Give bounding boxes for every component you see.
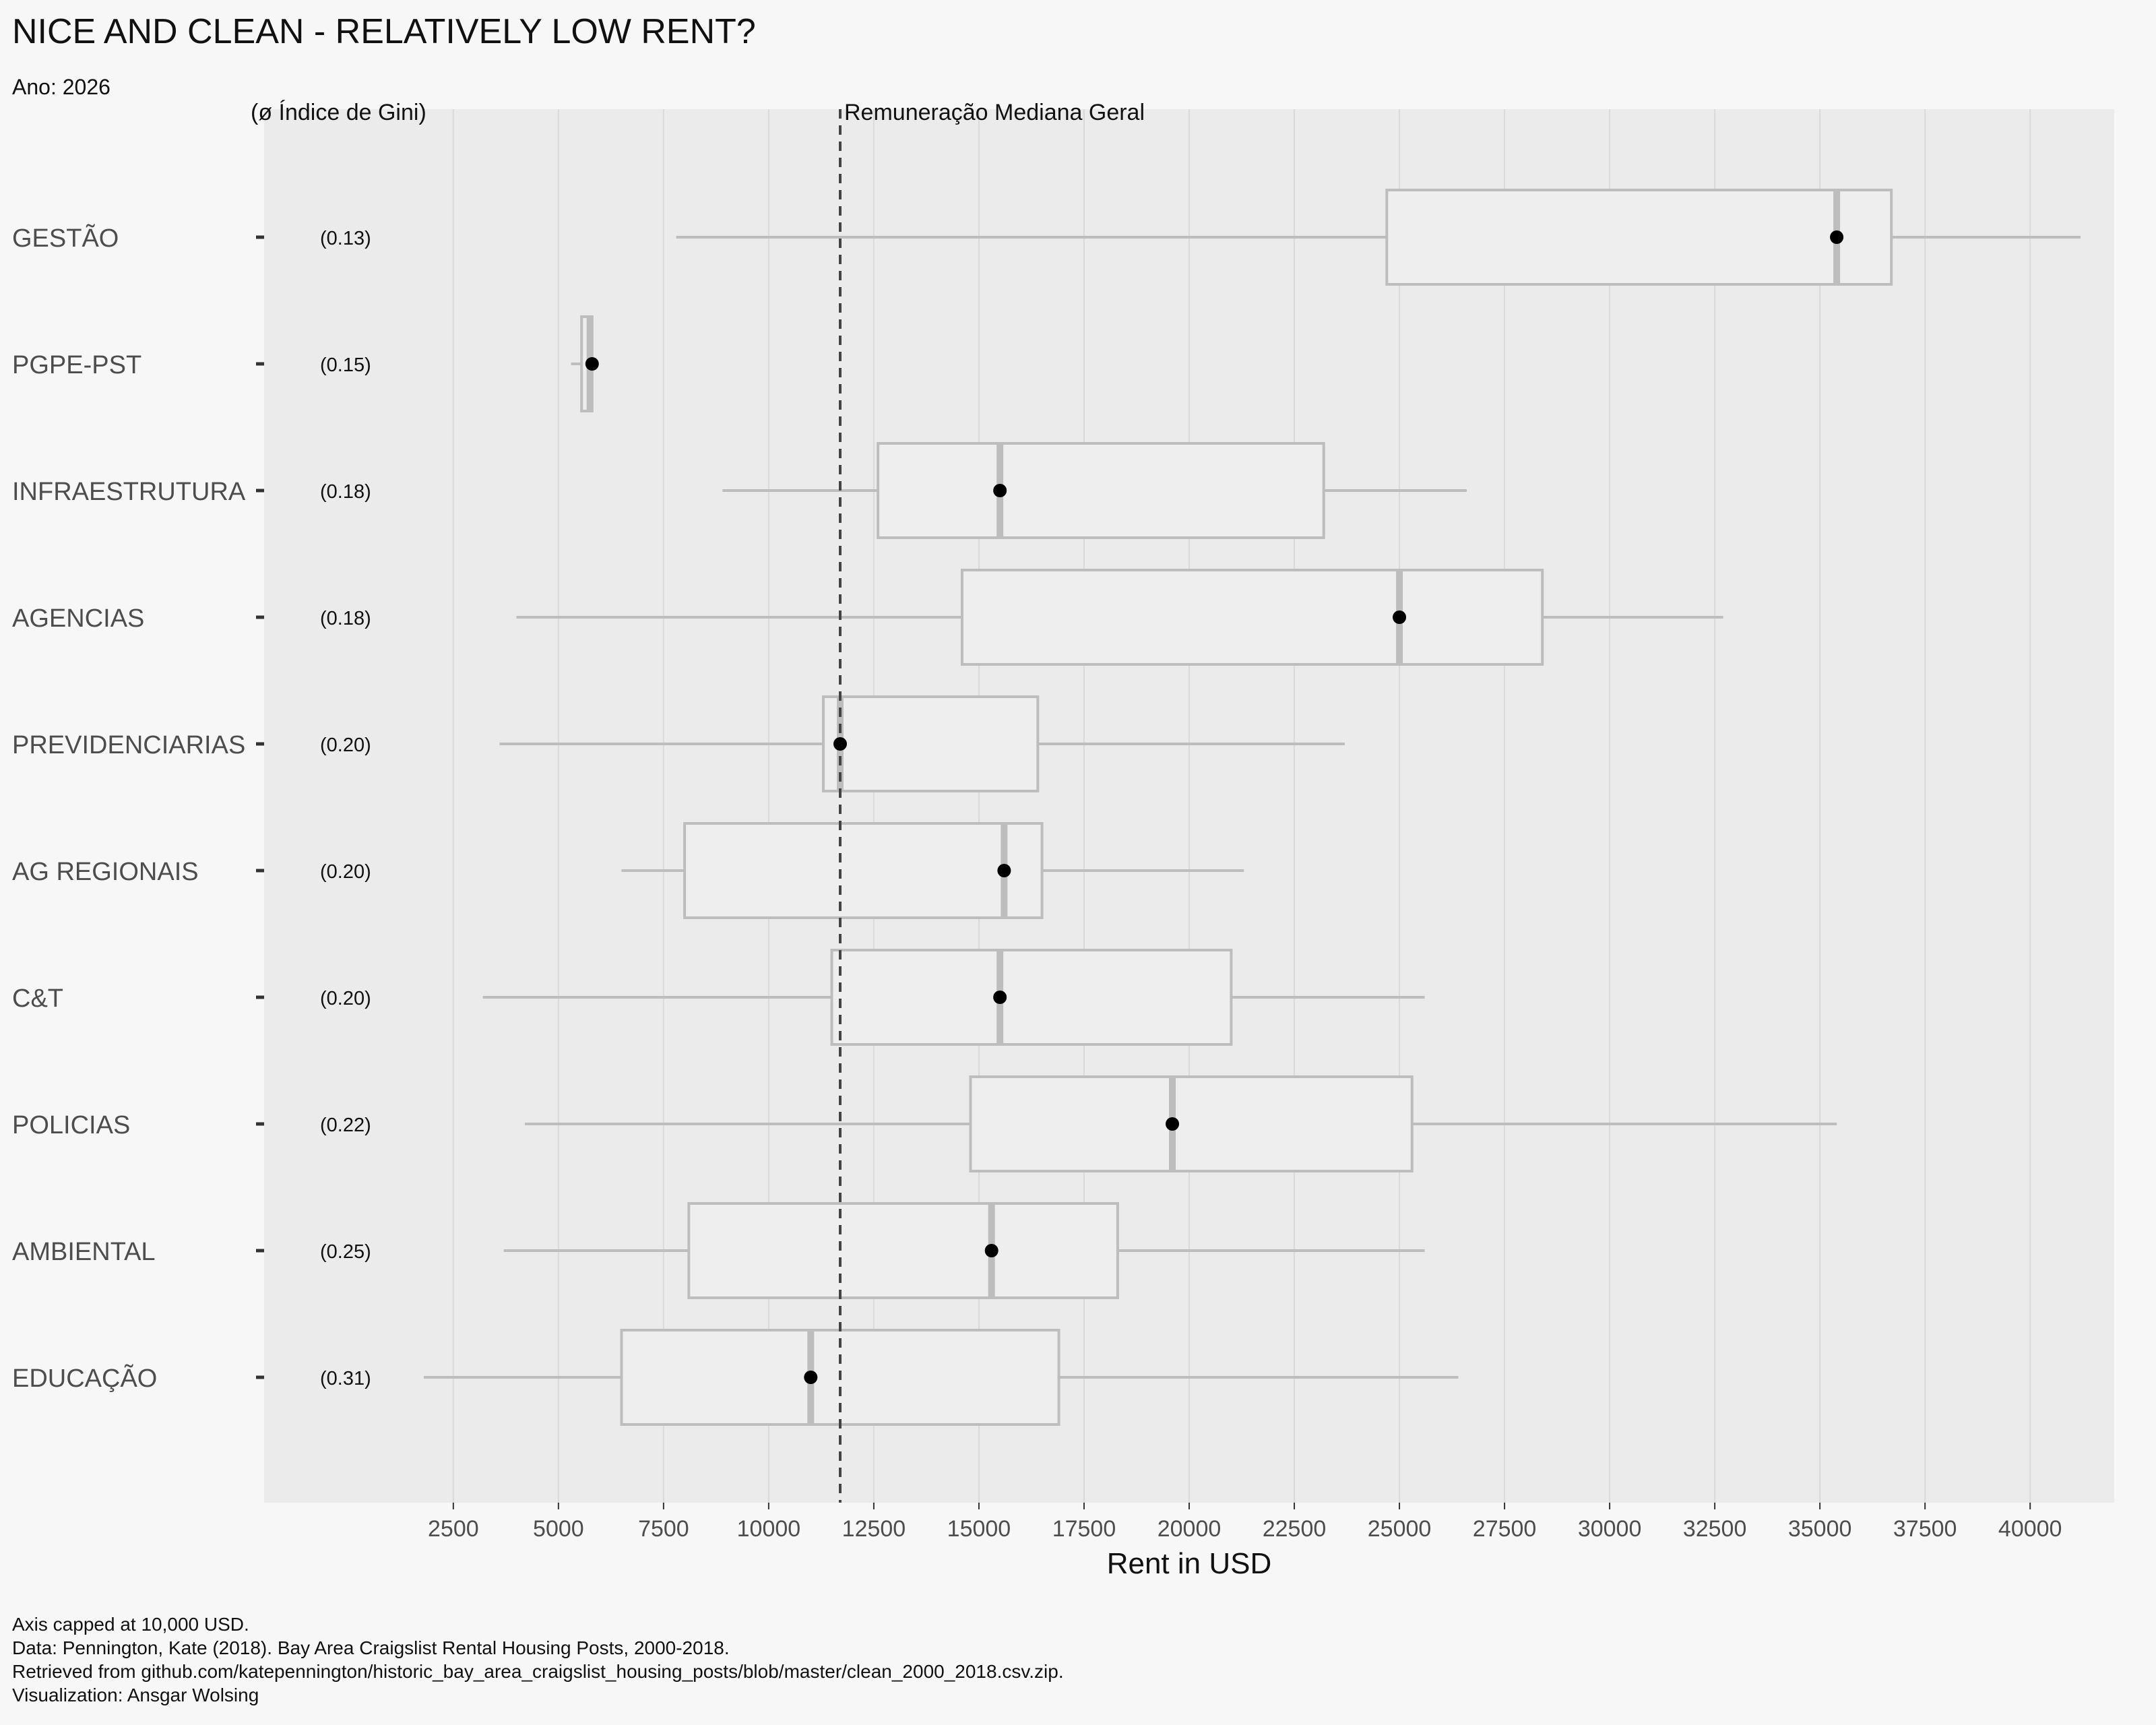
- gini-header: (ø Índice de Gini): [251, 100, 426, 125]
- median-point: [997, 864, 1011, 877]
- median-point: [585, 357, 599, 371]
- gini-value: (0.20): [320, 861, 371, 883]
- box: [1385, 189, 1893, 286]
- box: [960, 569, 1544, 666]
- x-tick-label: 27500: [1473, 1516, 1537, 1542]
- x-tick-label: 12500: [842, 1516, 906, 1542]
- category-label: AG REGIONAIS: [12, 858, 199, 886]
- caption: Axis capped at 10,000 USD. Data: Penning…: [12, 1614, 1064, 1705]
- median-point: [993, 991, 1007, 1004]
- gini-value: (0.25): [320, 1241, 371, 1263]
- x-tick-label: 7500: [638, 1516, 689, 1542]
- chart-subtitle: Ano: 2026: [12, 75, 110, 99]
- median-point: [993, 484, 1007, 497]
- x-tick-label: 40000: [1998, 1516, 2062, 1542]
- x-axis-ticks: 2500 5000 7500 10000 12500 15000 17500 20000 225…: [428, 1503, 2062, 1542]
- x-tick-label: 20000: [1158, 1516, 1222, 1542]
- x-tick-label: 10000: [737, 1516, 801, 1542]
- gini-value: (0.22): [320, 1115, 371, 1136]
- caption-line-2: Data: Pennington, Kate (2018). Bay Area …: [12, 1637, 730, 1658]
- gini-value: (0.18): [320, 481, 371, 503]
- x-axis-title: Rent in USD: [1107, 1547, 1272, 1580]
- category-labels: GESTÃO (0.13) PGPE-PST (0.15) INFRAESTRUTURA…: [12, 224, 371, 1393]
- boxes: [424, 189, 2081, 1426]
- category-label: EDUCAÇÃO: [12, 1364, 157, 1393]
- category-label: AGENCIAS: [12, 604, 144, 633]
- category-label: POLICIAS: [12, 1111, 130, 1139]
- gini-value: (0.20): [320, 988, 371, 1009]
- category-label: PREVIDENCIARIAS: [12, 731, 245, 759]
- median-point: [984, 1244, 998, 1257]
- caption-line-1: Axis capped at 10,000 USD.: [12, 1614, 249, 1635]
- gini-value: (0.15): [320, 354, 371, 376]
- box: [687, 1202, 1119, 1299]
- category-label: PGPE-PST: [12, 351, 141, 379]
- gini-value: (0.13): [320, 228, 371, 249]
- median-point: [804, 1371, 818, 1384]
- chart-title: NICE AND CLEAN - RELATIVELY LOW RENT?: [12, 12, 756, 51]
- caption-line-3: Retrieved from github.com/katepennington…: [12, 1661, 1064, 1682]
- x-tick-label: 5000: [533, 1516, 584, 1542]
- median-point: [1166, 1117, 1180, 1131]
- x-tick-label: 25000: [1368, 1516, 1432, 1542]
- gini-value: (0.18): [320, 608, 371, 629]
- median-point: [1393, 610, 1407, 624]
- x-tick-label: 32500: [1683, 1516, 1747, 1542]
- gini-value: (0.20): [320, 734, 371, 756]
- box: [969, 1075, 1414, 1172]
- median-point: [833, 737, 848, 751]
- box: [877, 442, 1325, 539]
- x-tick-label: 15000: [947, 1516, 1011, 1542]
- category-label: GESTÃO: [12, 224, 119, 253]
- gini-value: (0.31): [320, 1368, 371, 1389]
- category-label: INFRAESTRUTURA: [12, 478, 246, 506]
- x-tick-label: 35000: [1788, 1516, 1852, 1542]
- x-tick-label: 22500: [1263, 1516, 1327, 1542]
- median-points: [585, 230, 1844, 1384]
- box: [830, 949, 1233, 1046]
- x-tick-label: 17500: [1052, 1516, 1116, 1542]
- box: [683, 822, 1044, 919]
- box: [822, 695, 1040, 792]
- x-tick-label: 30000: [1578, 1516, 1642, 1542]
- median-point: [1830, 230, 1844, 244]
- x-tick-label: 2500: [428, 1516, 479, 1542]
- category-label: C&T: [12, 984, 63, 1013]
- x-tick-label: 37500: [1893, 1516, 1957, 1542]
- overall-median-label: Remuneração Mediana Geral: [844, 100, 1145, 125]
- category-label: AMBIENTAL: [12, 1238, 156, 1266]
- caption-line-4: Visualization: Ansgar Wolsing: [12, 1685, 259, 1705]
- gridlines: [452, 109, 2031, 1503]
